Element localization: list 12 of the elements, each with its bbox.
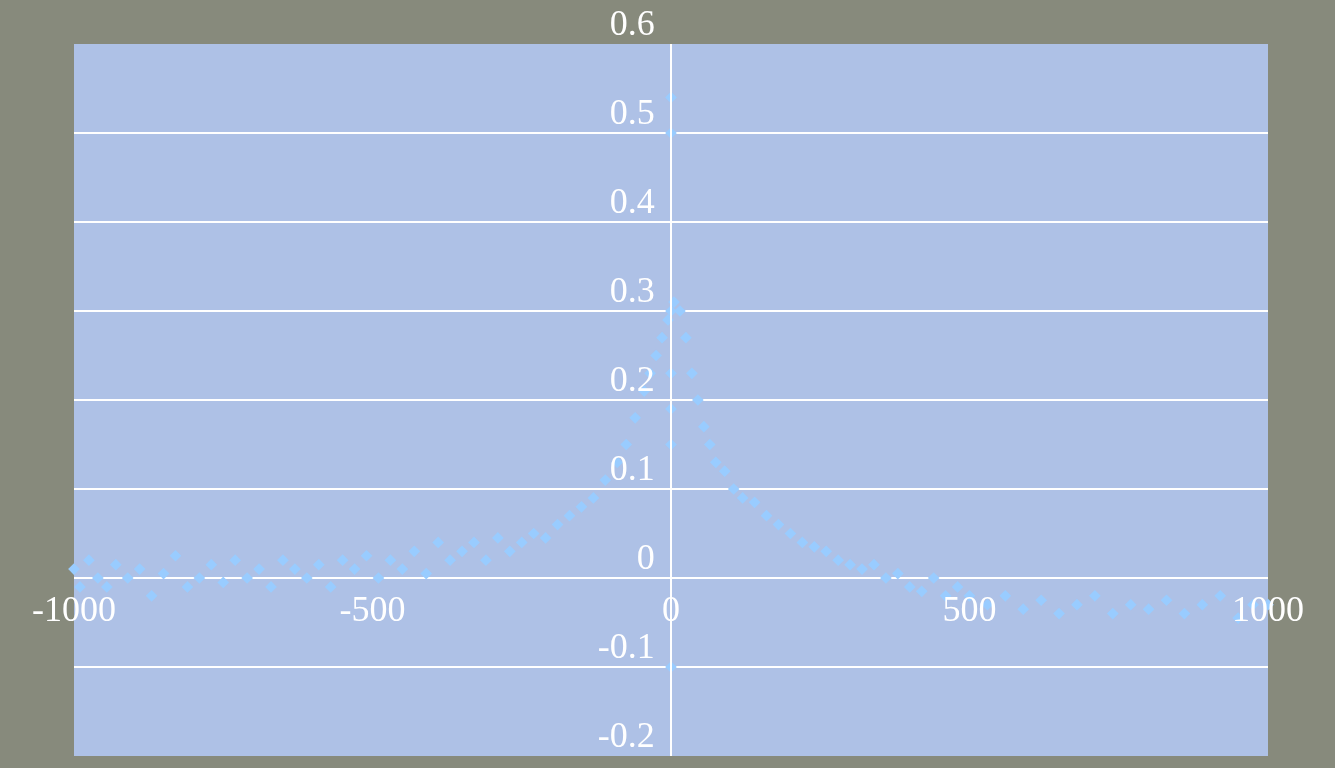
y-tick-label: -0.2	[597, 714, 655, 755]
y-tick-label: 0.6	[609, 2, 655, 43]
y-tick-label: 0.1	[609, 447, 655, 488]
y-tick-label: 0.5	[609, 91, 655, 132]
y-tick-label: 0.4	[609, 180, 655, 221]
y-tick-label: 0.3	[609, 269, 655, 310]
y-tick-label: 0.2	[609, 358, 655, 399]
x-tick-label: -1000	[32, 589, 116, 629]
y-tick-label: -0.1	[597, 625, 655, 666]
y-tick-label: 0	[636, 536, 655, 577]
x-tick-label: 500	[942, 589, 997, 629]
x-tick-label: -500	[339, 589, 406, 629]
